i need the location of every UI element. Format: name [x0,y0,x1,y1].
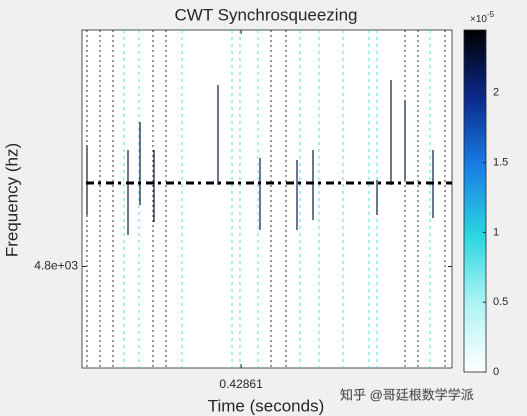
x-tick-label: 0.42861 [219,377,263,391]
exponent-base: ×10 [470,14,487,25]
colorbar-exponent: ×10-5 [470,10,495,25]
plot-area [81,29,453,369]
watermark: 知乎 @哥廷根数学学派 [340,387,474,402]
colorbar-tick-label: 1.5 [493,157,508,169]
y-tick-label: 4.8e+03 [34,259,78,273]
colorbar [463,29,487,373]
chart-title: CWT Synchrosqueezing [175,5,358,24]
exponent-power: -5 [487,10,495,19]
y-axis-label: Frequency (hz) [2,143,21,257]
colorbar-tick-label: 0 [493,366,499,378]
colorbar-tick-label: 2 [493,87,499,99]
colorbar-tick-label: 0.5 [493,296,508,308]
x-axis-label: Time (seconds) [208,396,325,415]
colorbar-tick-label: 1 [493,226,499,238]
spectrogram-image [86,30,452,368]
